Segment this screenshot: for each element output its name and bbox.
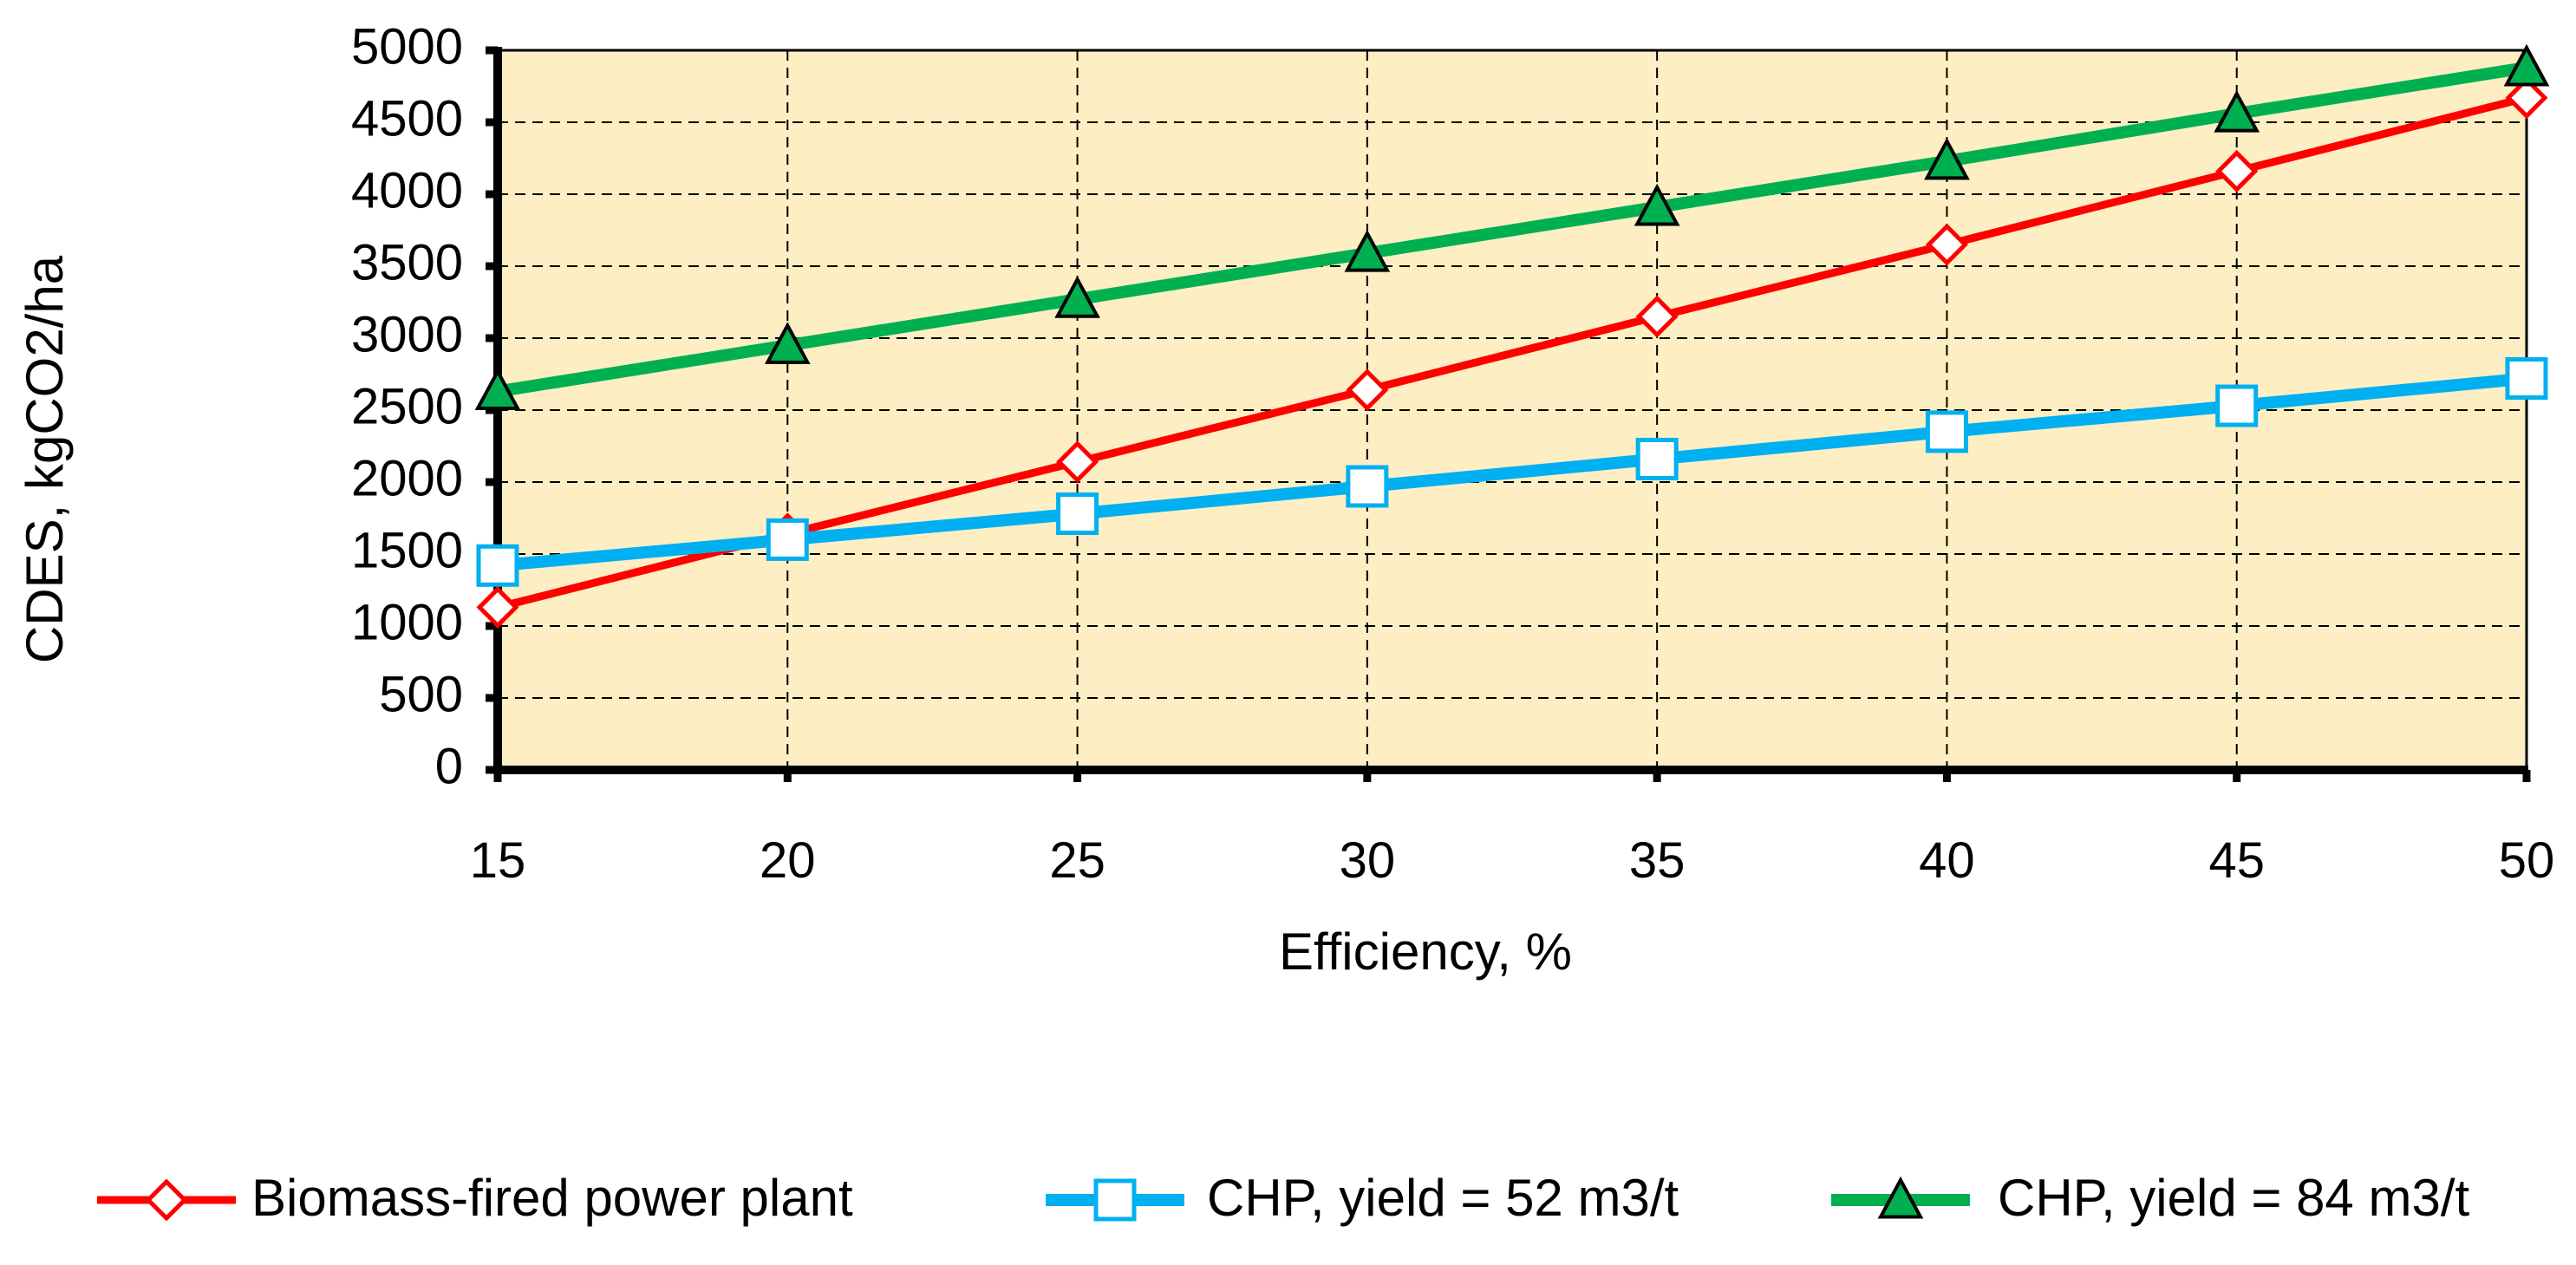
x-tick-label: 25 xyxy=(1049,832,1105,889)
data-point xyxy=(2503,43,2550,87)
y-tick-label: 3500 xyxy=(351,234,463,290)
series-line xyxy=(496,94,2528,611)
y-tick-label: 500 xyxy=(379,666,463,722)
data-point xyxy=(2505,356,2548,400)
y-tick-label: 5000 xyxy=(351,18,463,75)
data-point xyxy=(1056,440,1099,484)
legend-label: Biomass-fired power plant xyxy=(251,1169,853,1227)
axes xyxy=(486,46,2531,782)
legend-marker xyxy=(145,1178,188,1222)
y-tick-label: 3000 xyxy=(351,306,463,362)
series-1 xyxy=(476,76,2548,629)
legend-label: CHP, yield = 52 m3/t xyxy=(1207,1169,1679,1227)
data-point xyxy=(2505,76,2548,120)
x-tick-labels: 15 20 25 30 35 40 45 50 xyxy=(470,832,2555,889)
series-line xyxy=(496,62,2528,398)
y-axis-title: CDES, kgCO2/ha xyxy=(16,255,74,663)
data-point xyxy=(1344,229,1391,272)
data-point xyxy=(766,518,809,561)
y-tick-label: 2500 xyxy=(351,378,463,434)
data-point xyxy=(1346,465,1389,508)
legend: Biomass-fired power plant CHP, yield = 52… xyxy=(97,1169,2469,1227)
data-point xyxy=(2215,149,2259,192)
y-tick-label: 2000 xyxy=(351,450,463,506)
legend-entry: Biomass-fired power plant xyxy=(97,1169,853,1227)
y-tick-label: 4000 xyxy=(351,162,463,218)
series-2 xyxy=(476,356,2548,587)
x-tick-label: 50 xyxy=(2499,832,2555,889)
y-tick-label: 1000 xyxy=(351,594,463,650)
data-point xyxy=(1346,368,1389,412)
x-tick-label: 45 xyxy=(2208,832,2265,889)
y-tick-label: 4500 xyxy=(351,90,463,147)
x-tick-label: 30 xyxy=(1340,832,1396,889)
data-point xyxy=(1635,295,1679,338)
legend-marker xyxy=(1877,1176,1924,1219)
legend-entry: CHP, yield = 84 m3/t xyxy=(1831,1169,2469,1227)
data-point xyxy=(1635,437,1679,480)
x-tick-label: 40 xyxy=(1919,832,1975,889)
data-point xyxy=(1634,183,1680,226)
x-tick-label: 15 xyxy=(470,832,526,889)
data-point xyxy=(2214,89,2260,133)
legend-label: CHP, yield = 84 m3/t xyxy=(1998,1169,2469,1227)
data-point xyxy=(1925,223,1968,266)
data-point xyxy=(1054,275,1100,318)
series xyxy=(474,43,2550,629)
x-tick-label: 35 xyxy=(1629,832,1686,889)
x-axis-title: Efficiency, % xyxy=(1279,923,1572,981)
data-point xyxy=(476,585,519,629)
data-point xyxy=(474,368,521,410)
data-point xyxy=(1056,492,1099,536)
data-point xyxy=(1924,137,1970,180)
y-tick-label: 0 xyxy=(435,738,463,794)
legend-entry: CHP, yield = 52 m3/t xyxy=(1046,1169,1679,1227)
data-point xyxy=(2215,384,2259,427)
data-point xyxy=(764,322,811,364)
y-tick-label: 1500 xyxy=(351,522,463,578)
data-point xyxy=(1925,410,1968,453)
legend-marker xyxy=(1093,1178,1137,1222)
series-line xyxy=(497,372,2527,572)
y-tick-labels: 0 500 1000 1500 2000 2500 3000 3500 4000 4500 5000 xyxy=(351,18,463,794)
series-3 xyxy=(474,43,2550,410)
data-point xyxy=(476,544,519,587)
x-tick-label: 20 xyxy=(760,832,816,889)
